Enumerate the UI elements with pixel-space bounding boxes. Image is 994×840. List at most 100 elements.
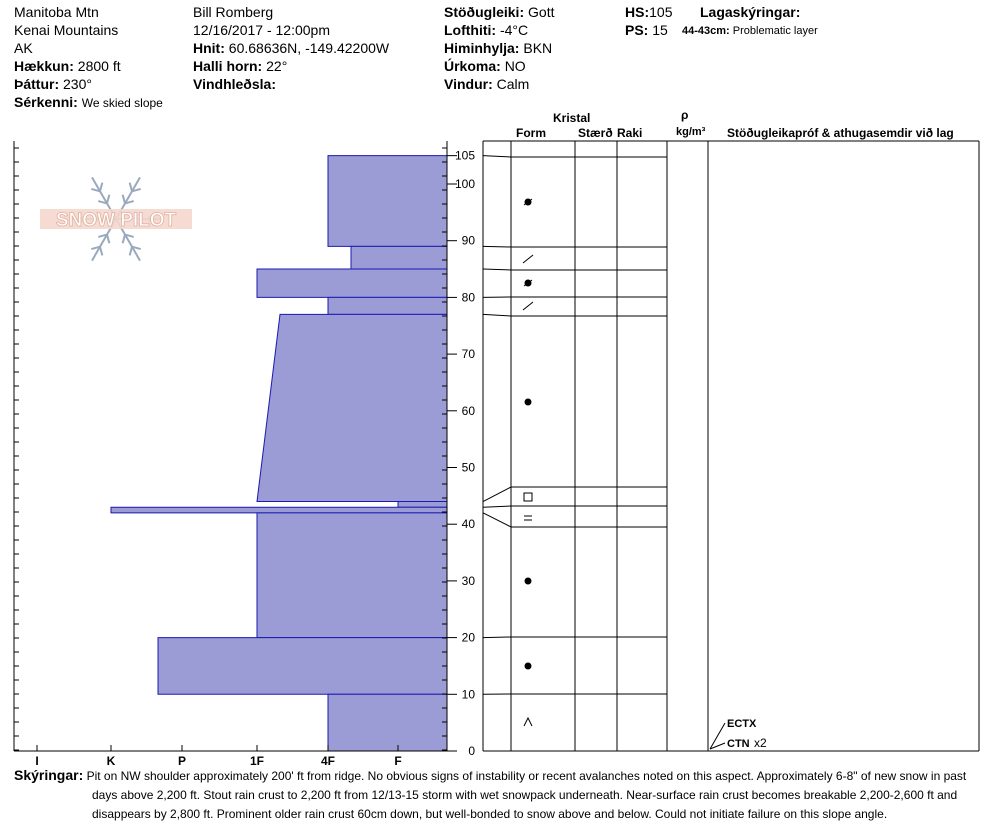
layer-note: 44-43cm: Problematic layer: [682, 23, 818, 40]
crystal-header: Kristal: [553, 111, 591, 125]
snowflake-branch: [131, 245, 141, 251]
hardness-label-K: K: [107, 754, 116, 768]
layer-boundary-2: [482, 245, 667, 248]
coords: 60.68636N, -149.42200W: [228, 40, 390, 56]
hardness-layer-9: [157, 637, 448, 695]
air-temp: -4°C: [499, 22, 529, 38]
height-label-10: 10: [462, 687, 476, 701]
wind-loading-label: Vindhleðsla:: [193, 76, 276, 92]
crystal-form-decomposing: [522, 301, 534, 311]
crystal-form-faceted: [523, 492, 533, 502]
stability-row: Stöðugleiki: Gott: [444, 4, 554, 21]
stability-label: Stöðugleiki:: [444, 4, 525, 20]
height-label-0: 0: [468, 744, 475, 758]
ps-row: PS: 15: [625, 22, 668, 39]
elevation: 2800 ft: [77, 58, 121, 74]
hs-row: HS:105: [625, 4, 672, 21]
notes-line-2: days above 2,200 ft. Stout rain crust to…: [92, 788, 958, 802]
height-label-105: 105: [455, 149, 475, 163]
height-label-40: 40: [462, 517, 476, 531]
tests-header: Stöðugleikapróf & athugasemdir við lag: [727, 126, 954, 140]
ps: 15: [652, 22, 668, 38]
height-label-70: 70: [462, 347, 476, 361]
sky-label: Himinhylja:: [444, 40, 520, 56]
moisture-header: Raki: [617, 126, 643, 140]
test-label-CTN: CTN: [727, 738, 750, 750]
snowflake-branch: [121, 194, 126, 204]
height-label-90: 90: [462, 234, 476, 248]
height-label-20: 20: [462, 631, 476, 645]
height-label-80: 80: [462, 290, 476, 304]
wind-label: Vindur:: [444, 76, 493, 92]
snowflake-branch: [128, 246, 133, 256]
precip-row: Úrkoma: NO: [444, 58, 526, 75]
snowflake-branch: [91, 245, 101, 251]
test-pointer-CTN: [709, 742, 726, 750]
notes-line-1: Pit on NW shoulder approximately 200' ft…: [86, 769, 967, 783]
layer-boundary-7: [482, 505, 667, 508]
hardness-layer-6: [397, 501, 448, 508]
air-temp-row: Lofthiti: -4°C: [444, 22, 528, 39]
snowflake-branch: [98, 200, 108, 205]
crystal-form-decomposing: [522, 254, 534, 264]
aspect-label: Þáttur:: [14, 76, 60, 92]
hardness-layer-8: [256, 512, 448, 639]
crystal-form-rounded: [524, 662, 532, 670]
observer: Bill Romberg: [193, 4, 274, 20]
snowflake-branch: [124, 200, 134, 205]
crystal-form-rounded: [524, 398, 532, 406]
slope: 22°: [266, 58, 288, 74]
layer-boundary-9: [482, 636, 667, 639]
hardness-label-4F: 4F: [321, 754, 335, 768]
air-temp-label: Lofthiti:: [444, 22, 497, 38]
slope-row: Halli horn: 22°: [193, 58, 287, 75]
layer-note-text: Problematic layer: [732, 25, 818, 37]
hardness-label-1F: 1F: [250, 754, 264, 768]
test-label-ECTX: ECTX: [727, 718, 757, 730]
crystal-slash: [523, 198, 533, 206]
elevation-label: Hækkun:: [14, 58, 74, 74]
hardness-layer-7: [110, 506, 448, 514]
test-extra-CTN: x2: [754, 736, 767, 750]
layer-notes-label: Lagaskýringar:: [700, 4, 801, 20]
snowflake-branch: [98, 233, 108, 238]
hardness-label-F: F: [394, 754, 401, 768]
hardness-layer-1: [327, 155, 448, 247]
crystal-slash: [523, 279, 533, 287]
feature-label: Sérkenni:: [14, 94, 78, 110]
notes-section: Skýringar: Pit on NW shoulder approximat…: [14, 766, 994, 824]
feature-row: Sérkenni: We skied slope: [14, 94, 163, 112]
logo-text: SNOW PILOT: [56, 210, 177, 231]
test-pointer-ECTX: [709, 722, 726, 750]
datetime: 12/16/2017 - 12:00pm: [193, 22, 330, 38]
crystal-form-round-decomposing: [523, 198, 533, 206]
wind-row: Vindur: Calm: [444, 76, 529, 93]
snowflake-branch: [121, 234, 126, 244]
snowflake-branch: [106, 194, 111, 204]
aspect-row: Þáttur: 230°: [14, 76, 92, 93]
location: Manitoba Mtn: [14, 4, 99, 20]
hardness-layer-2: [350, 245, 448, 270]
aspect: 230°: [63, 76, 92, 92]
snowflake-branch: [124, 233, 134, 238]
snowflake-branch: [99, 182, 104, 192]
layer-boundary-8: [482, 512, 667, 528]
snowpilot-logo: SNOW PILOT: [40, 176, 192, 262]
hardness-layer-5: [256, 313, 448, 503]
layer-boundary-3: [482, 268, 667, 271]
feature: We skied slope: [81, 96, 163, 110]
snowflake-branch: [99, 246, 104, 256]
hardness-label-P: P: [178, 754, 186, 768]
mountain-range: Kenai Mountains: [14, 22, 119, 38]
hardness-layer-10: [327, 693, 448, 752]
crystal-form-rounded: [524, 577, 532, 585]
coords-row: Hnit: 60.68636N, -149.42200W: [193, 40, 389, 57]
hardness-layer-4: [327, 296, 448, 315]
size-header: Stærð: [578, 126, 613, 140]
precip: NO: [504, 58, 526, 74]
height-label-100: 100: [455, 177, 475, 191]
crystal-form-round-decomposing: [523, 279, 533, 287]
density-unit-header: kg/m³: [676, 126, 706, 138]
coords-label: Hnit:: [193, 40, 225, 56]
